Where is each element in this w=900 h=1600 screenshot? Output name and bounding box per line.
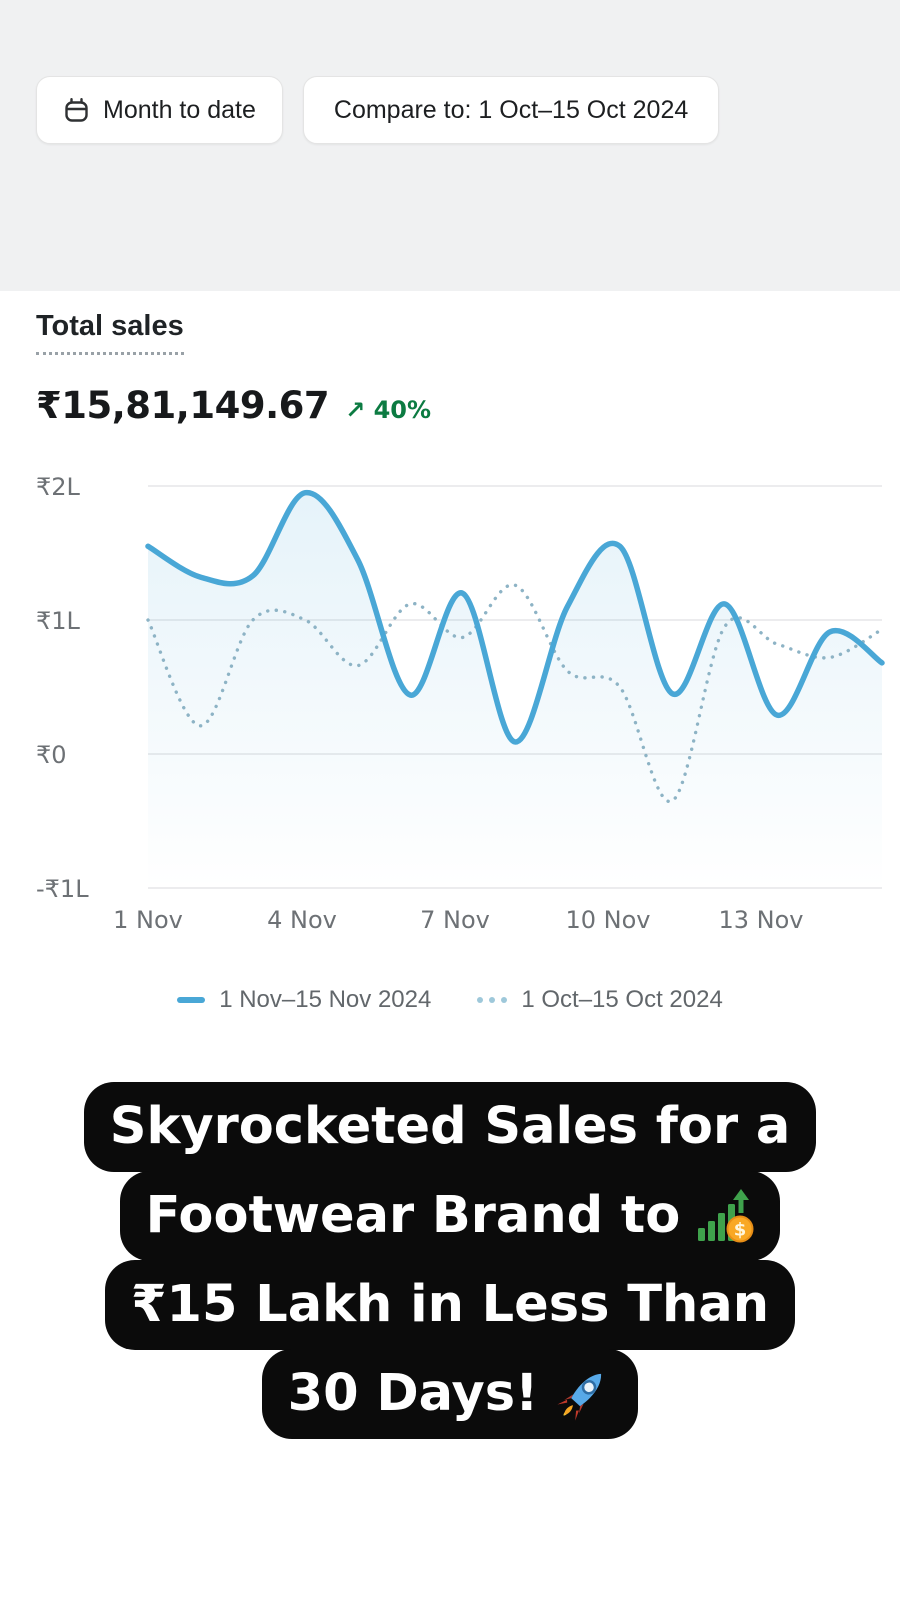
chart-legend: 1 Nov–15 Nov 2024 1 Oct–15 Oct 2024: [0, 986, 900, 1014]
x-tick-1nov: 1 Nov: [113, 906, 183, 934]
x-axis-labels: 1 Nov 4 Nov 7 Nov 10 Nov 13 Nov: [113, 906, 803, 934]
y-axis-labels: ₹2L ₹1L ₹0 -₹1L: [36, 473, 89, 903]
up-right-arrow-icon: ↗: [345, 396, 366, 424]
x-tick-4nov: 4 Nov: [267, 906, 337, 934]
solid-line-swatch-icon: [177, 997, 206, 1003]
total-sales-value-row: ₹15,81,149.67 ↗ 40%: [36, 384, 431, 427]
y-tick-0: ₹0: [36, 741, 67, 769]
x-tick-10nov: 10 Nov: [565, 906, 650, 934]
calendar-icon: [63, 97, 90, 124]
legend-oct-label: 1 Oct–15 Oct 2024: [521, 986, 723, 1013]
filter-bar: Month to date Compare to: 1 Oct–15 Oct 2…: [36, 76, 720, 144]
caption-bubble: Skyrocketed Sales for a Footwear Brand t…: [0, 1082, 900, 1439]
x-tick-13nov: 13 Nov: [718, 906, 803, 934]
date-range-button[interactable]: Month to date: [36, 76, 283, 144]
total-sales-title[interactable]: Total sales: [36, 310, 184, 355]
legend-item-oct: 1 Oct–15 Oct 2024: [477, 986, 723, 1014]
compare-to-label: Compare to: 1 Oct–15 Oct 2024: [333, 95, 689, 124]
nov-area-fill: [148, 492, 882, 888]
caption-line-2: Footwear Brand to $: [119, 1171, 781, 1261]
date-range-label: Month to date: [103, 95, 256, 124]
compare-to-button[interactable]: Compare to: 1 Oct–15 Oct 2024: [302, 76, 720, 144]
y-tick-1l: ₹1L: [36, 607, 81, 635]
caption-line-4: 30 Days!: [261, 1349, 639, 1439]
total-sales-value: ₹15,81,149.67: [36, 384, 330, 427]
legend-item-nov: 1 Nov–15 Nov 2024: [177, 986, 431, 1014]
caption-line-3: ₹15 Lakh in Less Than: [104, 1260, 796, 1350]
rocket-emoji: [554, 1365, 612, 1423]
growth-badge: ↗ 40%: [345, 396, 431, 424]
growth-percent: 40%: [373, 396, 432, 424]
chart-increasing-coin-emoji: $: [696, 1188, 754, 1244]
header-background: [0, 0, 900, 291]
x-tick-7nov: 7 Nov: [420, 906, 490, 934]
svg-text:$: $: [734, 1220, 747, 1241]
y-tick-neg1l: -₹1L: [36, 875, 89, 903]
sales-line-chart[interactable]: ₹2L ₹1L ₹0 -₹1L 1 Nov 4 Nov 7 Nov 10 Nov…: [0, 440, 900, 940]
y-tick-2l: ₹2L: [36, 473, 81, 501]
nov-solid-line: [145, 489, 885, 745]
oct-dotted-line: [146, 583, 884, 804]
caption-line-1: Skyrocketed Sales for a: [83, 1082, 817, 1172]
legend-nov-label: 1 Nov–15 Nov 2024: [219, 986, 432, 1013]
dotted-line-swatch-icon: [477, 997, 508, 1003]
